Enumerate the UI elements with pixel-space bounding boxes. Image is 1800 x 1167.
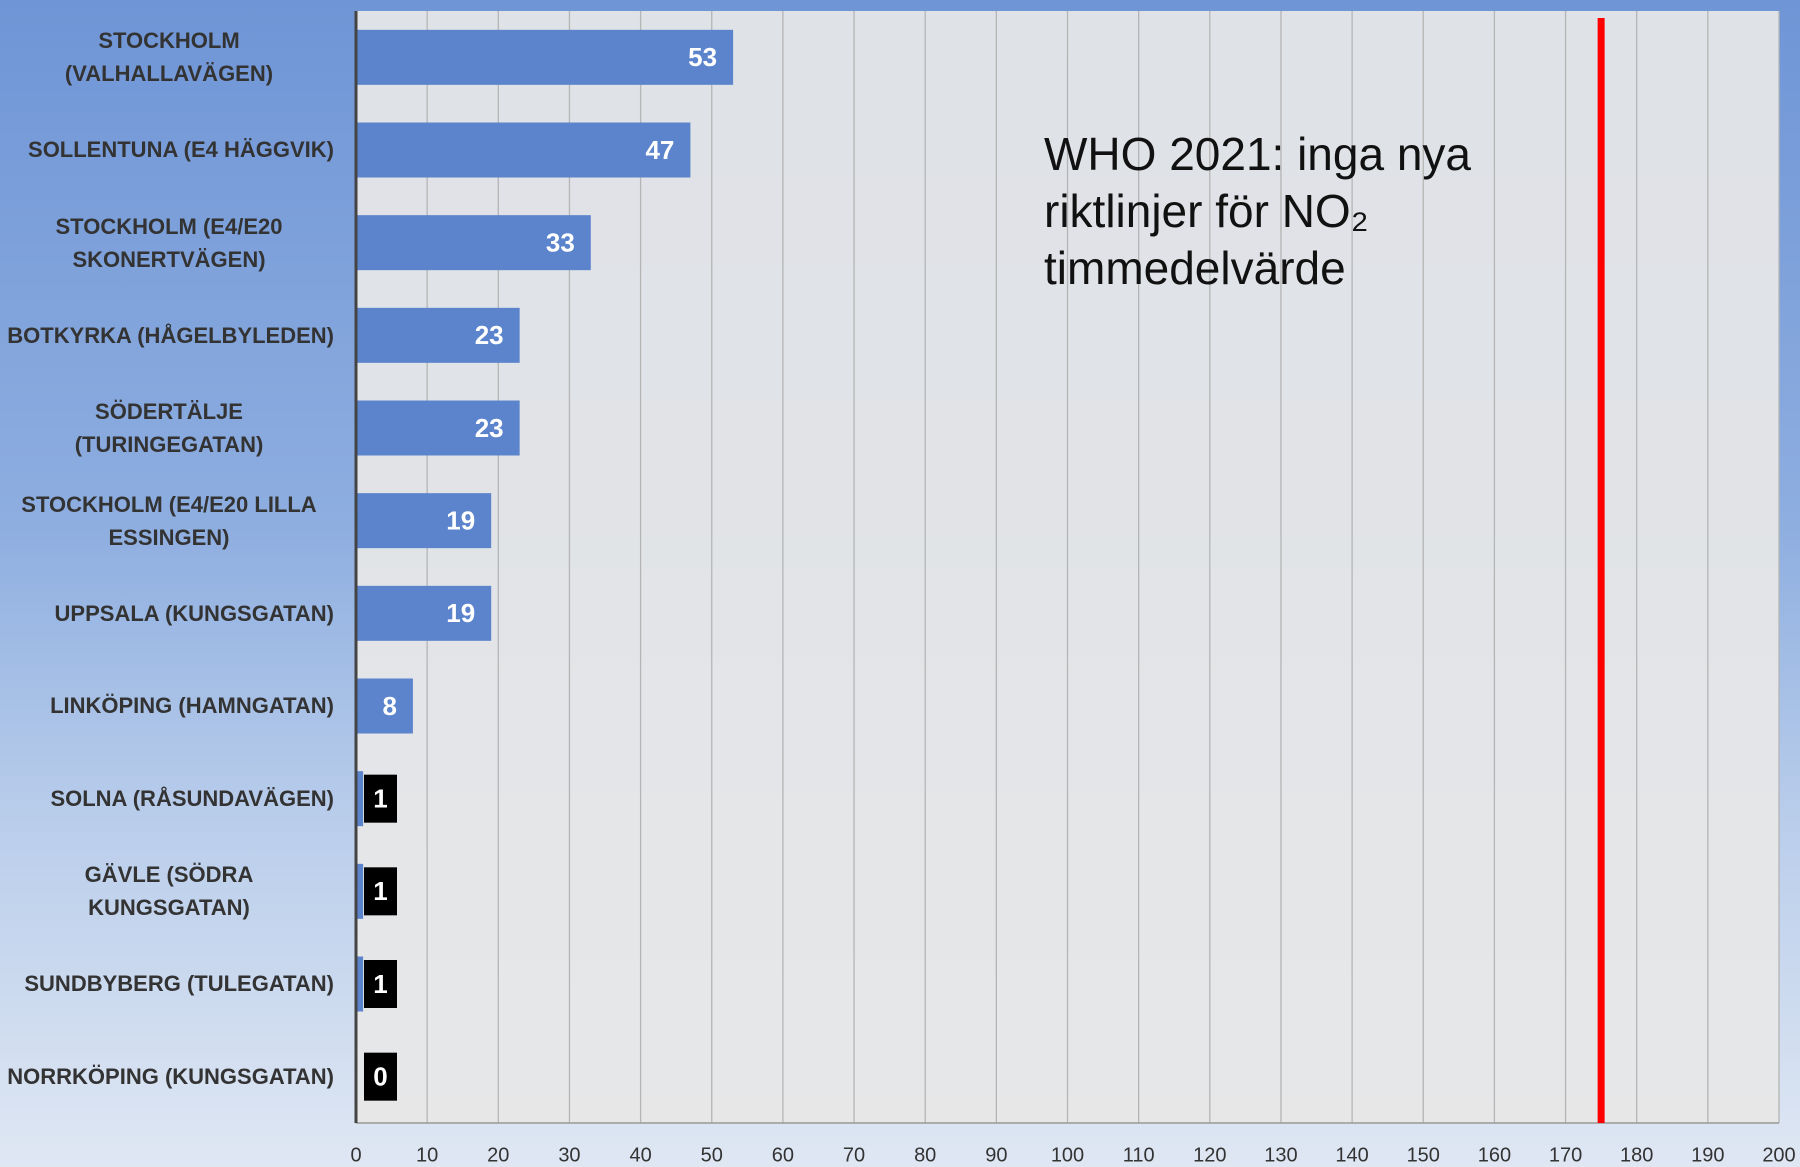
data-label: 0 (373, 1062, 387, 1092)
x-tick-label: 140 (1335, 1144, 1368, 1166)
data-label: 8 (382, 691, 396, 721)
annotation: WHO 2021: inga nya riktlinjer för NO₂ ti… (1044, 128, 1472, 294)
x-tick-label: 20 (487, 1144, 509, 1166)
x-tick-label: 70 (843, 1144, 865, 1166)
x-tick-label: 60 (772, 1144, 794, 1166)
x-tick-label: 80 (914, 1144, 936, 1166)
category-label-box: STOCKHOLM (E4/E20 LILLA ESSINGEN) (4, 474, 334, 567)
x-tick-label: 40 (629, 1144, 651, 1166)
category-label-box: SOLNA (RÅSUNDAVÄGEN) (4, 752, 334, 845)
data-label-box (364, 1052, 397, 1101)
y-tick-label: UPPSALA (KUNGSGATAN) (54, 600, 334, 626)
y-tick-label: STOCKHOLM (VALHALLAVÄGEN) (64, 28, 274, 87)
bar (356, 29, 734, 85)
x-tick-label: 50 (701, 1144, 723, 1166)
x-tick-label: 120 (1193, 1144, 1226, 1166)
category-label-box: SUNDBYBERG (TULEGATAN) (4, 938, 334, 1031)
y-tick-label: STOCKHOLM (E4/E20 SKONERTVÄGEN) (55, 213, 283, 272)
category-label-box: BOTKYRKA (HÅGELBYLEDEN) (4, 289, 334, 382)
y-tick-label: SOLNA (RÅSUNDAVÄGEN) (50, 786, 334, 812)
y-tick-label: SÖDERTÄLJE (TURINGEGATAN) (74, 398, 264, 457)
y-tick-label: STOCKHOLM (E4/E20 LILLA ESSINGEN) (21, 491, 317, 550)
data-label: 23 (475, 320, 504, 350)
y-tick-label: BOTKYRKA (HÅGELBYLEDEN) (7, 322, 334, 348)
data-label: 1 (373, 969, 387, 999)
category-label-box: UPPSALA (KUNGSGATAN) (4, 567, 334, 660)
bar (356, 307, 520, 363)
data-label-box (364, 960, 397, 1008)
x-tick-label: 10 (416, 1144, 438, 1166)
bar (356, 400, 520, 456)
x-tick-label: 200 (1762, 1144, 1795, 1166)
category-label-box: SOLLENTUNA (E4 HÄGGVIK) (4, 104, 334, 197)
category-label-box: NORRKÖPING (KUNGSGATAN) (4, 1030, 334, 1123)
y-tick-label: NORRKÖPING (KUNGSGATAN) (7, 1064, 334, 1090)
bar (356, 956, 364, 1012)
bar (356, 493, 492, 549)
x-tick-label: 190 (1691, 1144, 1724, 1166)
x-tick-label: 170 (1549, 1144, 1582, 1166)
bar (356, 215, 591, 271)
x-tick-label: 130 (1264, 1144, 1297, 1166)
data-label: 33 (546, 228, 575, 258)
x-tick-label: 90 (985, 1144, 1007, 1166)
y-tick-label: GÄVLE (SÖDRA KUNGSGATAN) (84, 862, 254, 921)
x-tick-label: 150 (1407, 1144, 1440, 1166)
data-label: 47 (645, 135, 674, 165)
data-label-box (364, 774, 397, 823)
y-tick-label: SUNDBYBERG (TULEGATAN) (24, 971, 334, 997)
bar (356, 863, 364, 919)
x-tick-label: 0 (350, 1144, 361, 1166)
x-tick-label: 30 (558, 1144, 580, 1166)
x-tick-label: 100 (1051, 1144, 1084, 1166)
bar (356, 122, 691, 178)
y-tick-label: SOLLENTUNA (E4 HÄGGVIK) (28, 137, 334, 163)
category-label-box: SÖDERTÄLJE (TURINGEGATAN) (4, 382, 334, 475)
bar (356, 771, 364, 827)
category-label-box: GÄVLE (SÖDRA KUNGSGATAN) (4, 845, 334, 938)
data-label: 1 (373, 784, 387, 814)
bar (356, 585, 492, 641)
x-tick-label: 160 (1478, 1144, 1511, 1166)
x-tick-label: 180 (1620, 1144, 1653, 1166)
category-label-box: LINKÖPING (HAMNGATAN) (4, 660, 334, 753)
data-label: 53 (688, 42, 717, 72)
data-label: 1 (373, 876, 387, 906)
category-label-box: STOCKHOLM (VALHALLAVÄGEN) (4, 11, 334, 104)
category-label-box: STOCKHOLM (E4/E20 SKONERTVÄGEN) (4, 196, 334, 289)
data-label: 19 (446, 598, 475, 628)
y-tick-label: LINKÖPING (HAMNGATAN) (50, 693, 334, 719)
data-label-box (364, 867, 397, 916)
data-label: 19 (446, 506, 475, 536)
data-label: 23 (475, 413, 504, 443)
x-tick-label: 110 (1123, 1144, 1155, 1166)
bar (356, 678, 413, 734)
